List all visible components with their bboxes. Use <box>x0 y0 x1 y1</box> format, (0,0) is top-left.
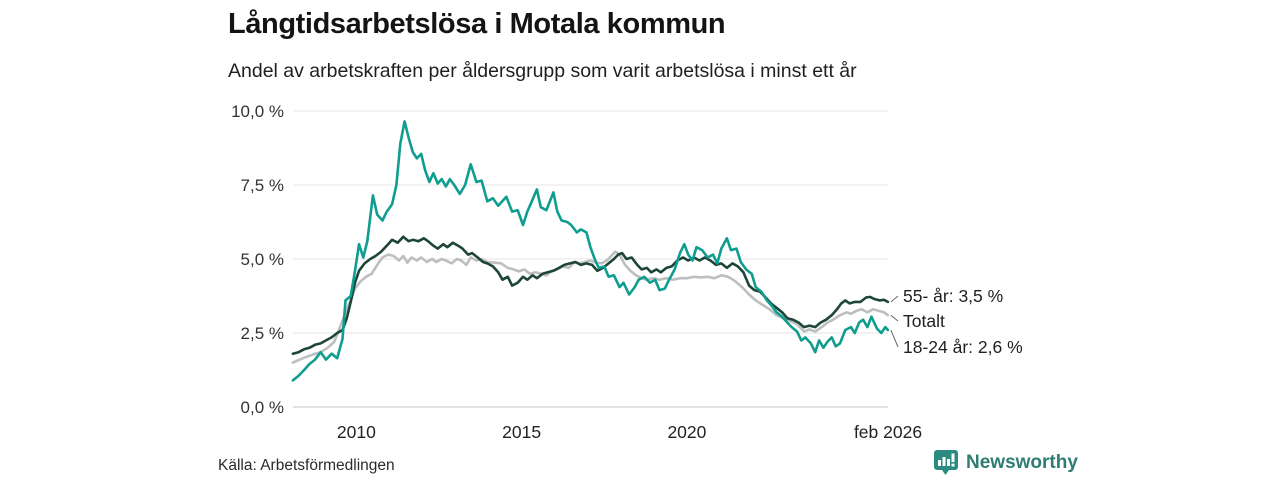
end-label-connector <box>890 329 899 348</box>
end-label-connector <box>890 295 899 303</box>
y-axis-tick-label: 0,0 % <box>241 398 284 417</box>
newsworthy-logo[interactable]: Newsworthy <box>933 449 1078 477</box>
y-axis-tick-label: 7,5 % <box>241 176 284 195</box>
source-note: Källa: Arbetsförmedlingen <box>218 457 395 474</box>
series-line-55--år <box>291 235 890 356</box>
chart-title: Långtidsarbetslösa i Motala kommun <box>228 8 726 40</box>
series-end-label-totalt: Totalt <box>903 311 945 331</box>
chart-subtitle: Andel av arbetskraften per åldersgrupp s… <box>228 60 857 82</box>
y-axis-tick-label: 5,0 % <box>241 250 284 269</box>
newsworthy-bubble-barchart-icon <box>934 450 958 475</box>
x-axis-tick-label: feb 2026 <box>854 422 922 442</box>
series-line-18-24-år <box>291 120 890 382</box>
x-axis-tick-label: 2015 <box>502 422 541 442</box>
y-axis-tick-label: 2,5 % <box>241 324 284 343</box>
newsworthy-wordmark: Newsworthy <box>966 452 1078 473</box>
x-axis-tick-label: 2010 <box>337 422 376 442</box>
x-axis-tick-label: 2020 <box>667 422 706 442</box>
series-end-label-55--år: 55- år: 3,5 % <box>903 286 1003 306</box>
end-label-connector <box>890 314 899 322</box>
y-axis-tick-label: 10,0 % <box>231 102 284 121</box>
series-end-label-18-24-år: 18-24 år: 2,6 % <box>903 337 1023 357</box>
series-line-totalt <box>291 250 890 364</box>
